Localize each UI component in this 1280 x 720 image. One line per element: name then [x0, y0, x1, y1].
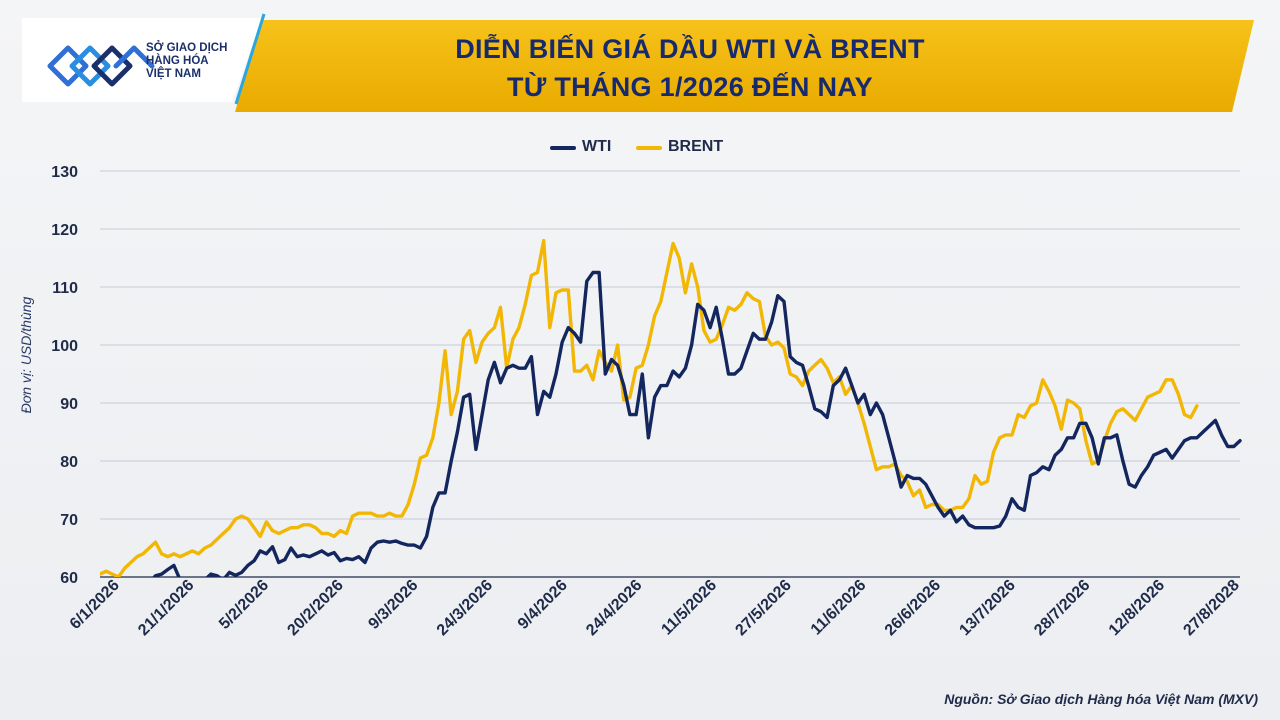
- chart-title-line-1: DIỄN BIẾN GIÁ DẦU WTI VÀ BRENT: [455, 34, 925, 64]
- brand-line-2: HÀNG HÓA: [146, 55, 209, 67]
- y-tick-label-120: 120: [51, 222, 78, 239]
- y-tick-label-110: 110: [52, 280, 78, 297]
- x-tick-label-8: 11/5/2026: [658, 577, 720, 639]
- x-tick-label-4: 9/3/2026: [365, 577, 421, 633]
- y-tick-label-60: 60: [60, 570, 78, 587]
- x-tick-label-5: 24/3/2026: [434, 577, 496, 639]
- y-tick-label-130: 130: [51, 164, 78, 181]
- title-banner: [22, 13, 1254, 112]
- x-tick-label-9: 27/5/2026: [732, 577, 794, 639]
- series-line-brent: [100, 238, 1199, 577]
- x-tick-label-1: 21/1/2026: [135, 577, 197, 639]
- y-tick-label-100: 100: [51, 338, 78, 355]
- brand-line-3: VIỆT NAM: [146, 68, 201, 80]
- y-tick-label-80: 80: [60, 454, 78, 471]
- chart-title: DIỄN BIẾN GIÁ DẦU WTI VÀ BRENT TỪ THÁNG …: [270, 30, 1110, 106]
- banner-accent-line: [234, 13, 266, 105]
- y-tick-label-70: 70: [60, 512, 78, 529]
- y-tick-label-90: 90: [60, 396, 78, 413]
- x-tick-label-11: 26/6/2026: [882, 577, 944, 639]
- logo-panel: [22, 18, 262, 102]
- brand-name: SỞ GIAO DỊCH HÀNG HÓA VIỆT NAM: [146, 42, 227, 81]
- source-note: Nguồn: Sở Giao dịch Hàng hóa Việt Nam (M…: [944, 691, 1258, 707]
- brand-line-1: SỞ GIAO DỊCH: [146, 42, 228, 54]
- legend-swatch-brent: [636, 146, 662, 150]
- logo-mark-icon: [47, 45, 155, 87]
- legend-swatch-wti: [550, 146, 576, 150]
- x-tick-label-14: 12/8/2026: [1106, 577, 1168, 639]
- legend-label-brent: BRENT: [668, 138, 724, 155]
- legend-label-wti: WTI: [582, 138, 612, 155]
- x-tick-label-10: 11/6/2026: [808, 577, 870, 639]
- banner-shape: [235, 20, 1254, 112]
- brand-logo: [22, 18, 250, 102]
- x-tick-label-13: 28/7/2026: [1031, 577, 1093, 639]
- x-tick-label-15: 27/8/2028: [1180, 577, 1242, 639]
- x-tick-label-7: 24/4/2026: [583, 577, 645, 639]
- x-tick-label-2: 5/2/2026: [216, 577, 272, 633]
- x-tick-label-3: 20/2/2026: [284, 577, 346, 639]
- chart-title-line-2: TỪ THÁNG 1/2026 ĐẾN NAY: [507, 72, 873, 102]
- x-tick-label-12: 13/7/2026: [956, 577, 1018, 639]
- x-tick-label-6: 9/4/2026: [515, 577, 571, 633]
- series-line-wti: [152, 270, 1242, 577]
